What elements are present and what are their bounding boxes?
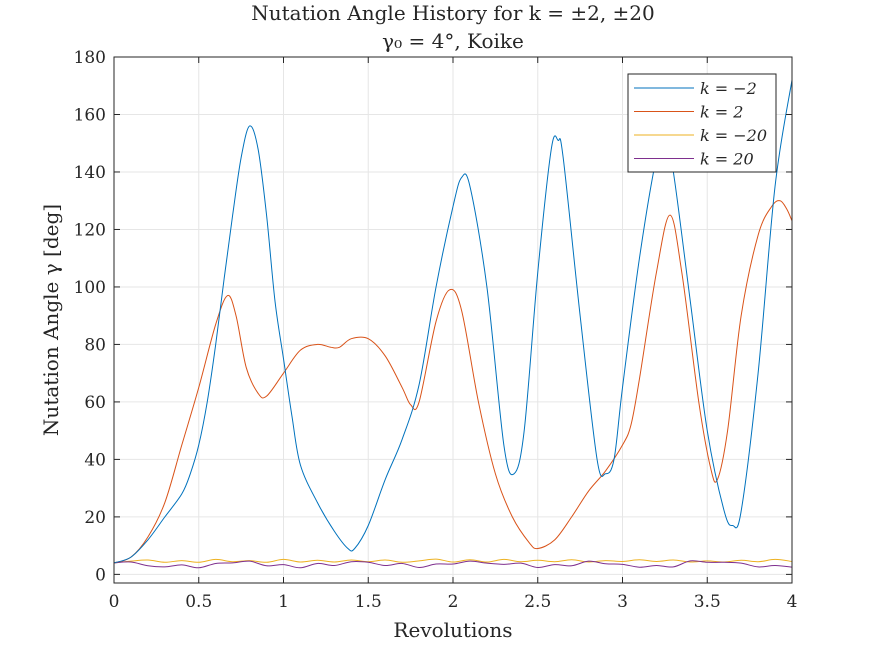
x-tick-label: 0 (109, 592, 120, 612)
y-tick-label: 120 (74, 220, 106, 240)
x-tick-label: 3 (617, 592, 628, 612)
y-tick-label: 80 (84, 335, 106, 355)
series-line-k-minus-20 (113, 558, 793, 564)
x-tick-label: 0.5 (185, 592, 212, 612)
y-tick-label: 180 (74, 48, 106, 68)
x-axis-label: Revolutions (393, 618, 512, 642)
legend-label-k-2: k = 2 (700, 103, 743, 122)
x-tick-label: 3.5 (694, 592, 721, 612)
y-tick-label: 60 (84, 393, 106, 413)
y-axis-label: Nutation Angle γ [deg] (39, 204, 63, 436)
chart-title: Nutation Angle History for k = ±2, ±20 (251, 1, 655, 25)
series-line-k-20 (113, 560, 793, 569)
legend-label-k-20: k = 20 (700, 150, 754, 169)
y-tick-label: 40 (84, 450, 106, 470)
y-tick-label: 100 (74, 278, 106, 298)
legend: k = −2 k = 2 k = −20 k = 20 (627, 73, 777, 173)
x-tick-label: 1 (278, 592, 289, 612)
x-axis-ticks: 0 0.5 1 1.5 2 2.5 3 3.5 4 (109, 57, 798, 612)
grid-lines (113, 56, 793, 583)
y-tick-label: 20 (84, 508, 106, 528)
y-tick-label: 140 (74, 163, 106, 183)
x-tick-label: 1.5 (355, 592, 382, 612)
legend-label-k-minus-20: k = −20 (700, 126, 767, 145)
x-tick-label: 2.5 (524, 592, 551, 612)
series-line-k-2 (113, 200, 793, 564)
x-tick-label: 2 (448, 592, 459, 612)
chart-subtitle: γ₀ = 4°, Koike (382, 29, 524, 53)
y-tick-label: 160 (74, 105, 106, 125)
y-axis-ticks: 0 20 40 60 80 100 120 140 160 180 (74, 48, 792, 585)
x-tick-label: 4 (787, 592, 798, 612)
legend-label-k-minus-2: k = −2 (700, 79, 757, 98)
y-tick-label: 0 (95, 565, 106, 585)
legend-box (627, 73, 777, 173)
